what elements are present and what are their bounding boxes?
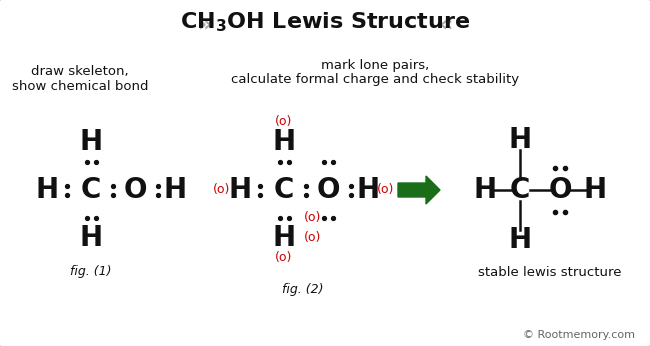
Text: $\mathbf{CH_3OH}$ Lewis Structure: $\mathbf{CH_3OH}$ Lewis Structure <box>180 10 470 34</box>
Text: fig. (2): fig. (2) <box>282 283 324 297</box>
Text: © Rootmemory.com: © Rootmemory.com <box>523 330 635 340</box>
Text: H: H <box>79 224 103 252</box>
Text: O: O <box>317 176 340 204</box>
Text: H: H <box>163 176 187 204</box>
Text: «: « <box>438 14 452 34</box>
Text: C: C <box>510 176 530 204</box>
Text: (o): (o) <box>276 116 292 128</box>
Polygon shape <box>398 176 440 204</box>
Text: H: H <box>272 224 296 252</box>
Text: H: H <box>36 176 58 204</box>
Text: show chemical bond: show chemical bond <box>12 80 148 92</box>
Text: (o): (o) <box>304 211 321 225</box>
Text: (o): (o) <box>377 183 395 197</box>
Text: H: H <box>508 226 532 254</box>
Text: (o): (o) <box>304 231 321 245</box>
Text: (o): (o) <box>276 252 292 264</box>
Text: stable lewis structure: stable lewis structure <box>478 265 622 279</box>
Text: C: C <box>81 176 101 204</box>
Text: fig. (1): fig. (1) <box>70 265 112 279</box>
Text: H: H <box>272 128 296 156</box>
Text: H: H <box>508 126 532 154</box>
Text: C: C <box>274 176 294 204</box>
Text: draw skeleton,: draw skeleton, <box>31 65 129 79</box>
Text: O: O <box>548 176 572 204</box>
Text: H: H <box>356 176 380 204</box>
Text: H: H <box>584 176 606 204</box>
Text: O: O <box>124 176 147 204</box>
Text: calculate formal charge and check stability: calculate formal charge and check stabil… <box>231 73 519 85</box>
Text: »: » <box>198 14 212 34</box>
Text: H: H <box>79 128 103 156</box>
Text: H: H <box>228 176 252 204</box>
Text: H: H <box>473 176 497 204</box>
Text: mark lone pairs,: mark lone pairs, <box>321 58 429 72</box>
Text: (o): (o) <box>213 183 231 197</box>
